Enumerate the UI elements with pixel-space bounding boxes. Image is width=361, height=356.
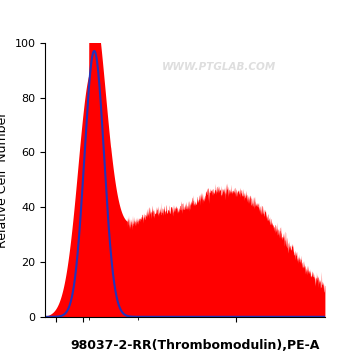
Y-axis label: Relative Cell  Number: Relative Cell Number xyxy=(0,111,9,248)
Text: WWW.PTGLAB.COM: WWW.PTGLAB.COM xyxy=(161,62,276,72)
Text: 98037-2-RR(Thrombomodulin),PE-A: 98037-2-RR(Thrombomodulin),PE-A xyxy=(70,339,319,352)
